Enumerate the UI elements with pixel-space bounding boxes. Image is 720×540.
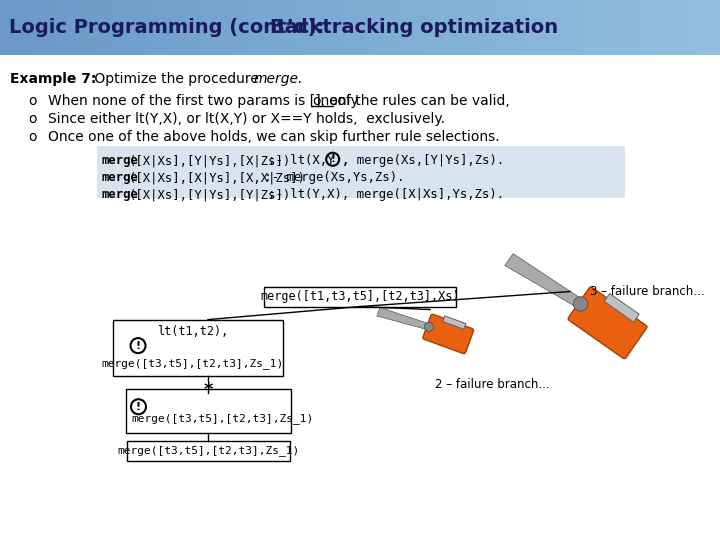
Text: o: o	[28, 130, 37, 144]
Text: !: !	[136, 402, 141, 411]
Text: :- lt(X,Y),: :- lt(X,Y),	[246, 154, 357, 167]
Text: Optimize the procedure: Optimize the procedure	[90, 72, 264, 86]
Text: 3 – failure branch...: 3 – failure branch...	[590, 285, 704, 298]
Text: :- merge(Xs,Ys,Zs).: :- merge(Xs,Ys,Zs).	[257, 171, 405, 184]
Text: !: !	[330, 154, 335, 164]
Text: :- lt(Y,X), merge([X|Xs],Ys,Zs).: :- lt(Y,X), merge([X|Xs],Ys,Zs).	[246, 188, 505, 201]
Text: Once one of the above holds, we can skip further rule selections.: Once one of the above holds, we can skip…	[48, 130, 500, 144]
Text: merge([t3,t5],[t2,t3],Zs_1): merge([t3,t5],[t2,t3],Zs_1)	[102, 358, 284, 369]
Polygon shape	[377, 307, 430, 330]
Text: lt(t1,t2),: lt(t1,t2),	[158, 325, 229, 338]
Bar	[604, 294, 639, 322]
Text: , merge(Xs,[Y|Ys],Zs).: , merge(Xs,[Y|Ys],Zs).	[342, 154, 504, 167]
Text: Backtracking optimization: Backtracking optimization	[270, 18, 558, 37]
Text: of the rules can be valid,: of the rules can be valid,	[333, 94, 510, 108]
Bar	[443, 316, 466, 329]
Text: merge([t1,t3,t5],[t2,t3],Xs): merge([t1,t3,t5],[t2,t3],Xs)	[260, 290, 460, 303]
Text: merge([t3,t5],[t2,t3],Zs_1): merge([t3,t5],[t2,t3],Zs_1)	[132, 413, 314, 424]
FancyBboxPatch shape	[423, 314, 474, 354]
Polygon shape	[505, 254, 583, 308]
FancyBboxPatch shape	[568, 287, 647, 359]
Bar	[113, 320, 283, 376]
Text: ([X|Xs],[X|Ys],[X,X|Zs]): ([X|Xs],[X|Ys],[X,X|Zs])	[129, 171, 306, 184]
Text: merge([t3,t5],[t2,t3],Zs_1): merge([t3,t5],[t2,t3],Zs_1)	[117, 446, 299, 456]
Circle shape	[573, 296, 588, 311]
Bar	[264, 287, 456, 307]
Text: merge: merge	[102, 188, 139, 201]
Circle shape	[424, 322, 433, 332]
Text: Since either lt(Y,X), or lt(X,Y) or X==Y holds,  exclusively.: Since either lt(Y,X), or lt(X,Y) or X==Y…	[48, 112, 445, 126]
Text: merge: merge	[102, 154, 139, 167]
Bar	[125, 389, 290, 433]
Text: Logic Programming (cont’d):: Logic Programming (cont’d):	[9, 18, 325, 37]
Text: one: one	[312, 94, 338, 108]
Text: o: o	[28, 112, 37, 126]
Bar	[127, 441, 289, 461]
Text: !: !	[135, 341, 140, 350]
Text: Example 7:: Example 7:	[10, 72, 96, 86]
Text: merge.: merge.	[254, 72, 303, 86]
Bar	[97, 146, 625, 198]
Text: ([X|Xs],[Y|Ys],[X|Zs]): ([X|Xs],[Y|Ys],[X|Zs])	[129, 154, 291, 167]
Text: ([X|Xs],[Y|Ys],[Y|Zs]): ([X|Xs],[Y|Ys],[Y|Zs])	[129, 188, 291, 201]
Text: *: *	[203, 381, 212, 399]
Text: o: o	[28, 94, 37, 108]
Text: When none of the first two params is [], only: When none of the first two params is [],…	[48, 94, 363, 108]
Text: merge: merge	[102, 171, 139, 184]
Text: 2 – failure branch...: 2 – failure branch...	[435, 378, 549, 391]
